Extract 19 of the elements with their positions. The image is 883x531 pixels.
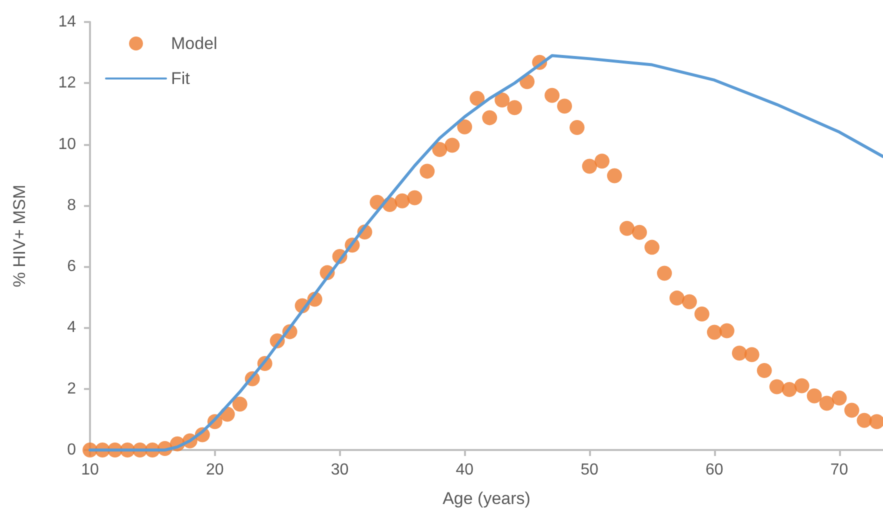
x-tick-label: 50 (580, 462, 599, 478)
legend-label: Fit (171, 69, 190, 88)
x-tick-label: 60 (706, 462, 724, 478)
y-tick-label: 0 (67, 442, 76, 458)
x-tick-label: 40 (456, 462, 474, 478)
y-tick-label: 14 (58, 14, 76, 30)
y-tick-label: 4 (67, 319, 76, 336)
legend-label: Model (171, 34, 218, 53)
x-axis-title: Age (years) (442, 489, 530, 508)
y-tick-label: 12 (58, 74, 76, 92)
x-tick-label: 20 (206, 462, 224, 478)
y-tick-label: 2 (67, 380, 76, 398)
y-tick-label: 6 (67, 258, 76, 276)
x-tick-label: 70 (830, 462, 848, 478)
x-tick-label: 30 (330, 462, 349, 478)
x-tick-label: 10 (81, 462, 99, 478)
y-tick-label: 8 (67, 196, 76, 214)
y-tick-label: 10 (58, 136, 76, 153)
y-axis-title: % HIV+ MSM (10, 184, 29, 288)
